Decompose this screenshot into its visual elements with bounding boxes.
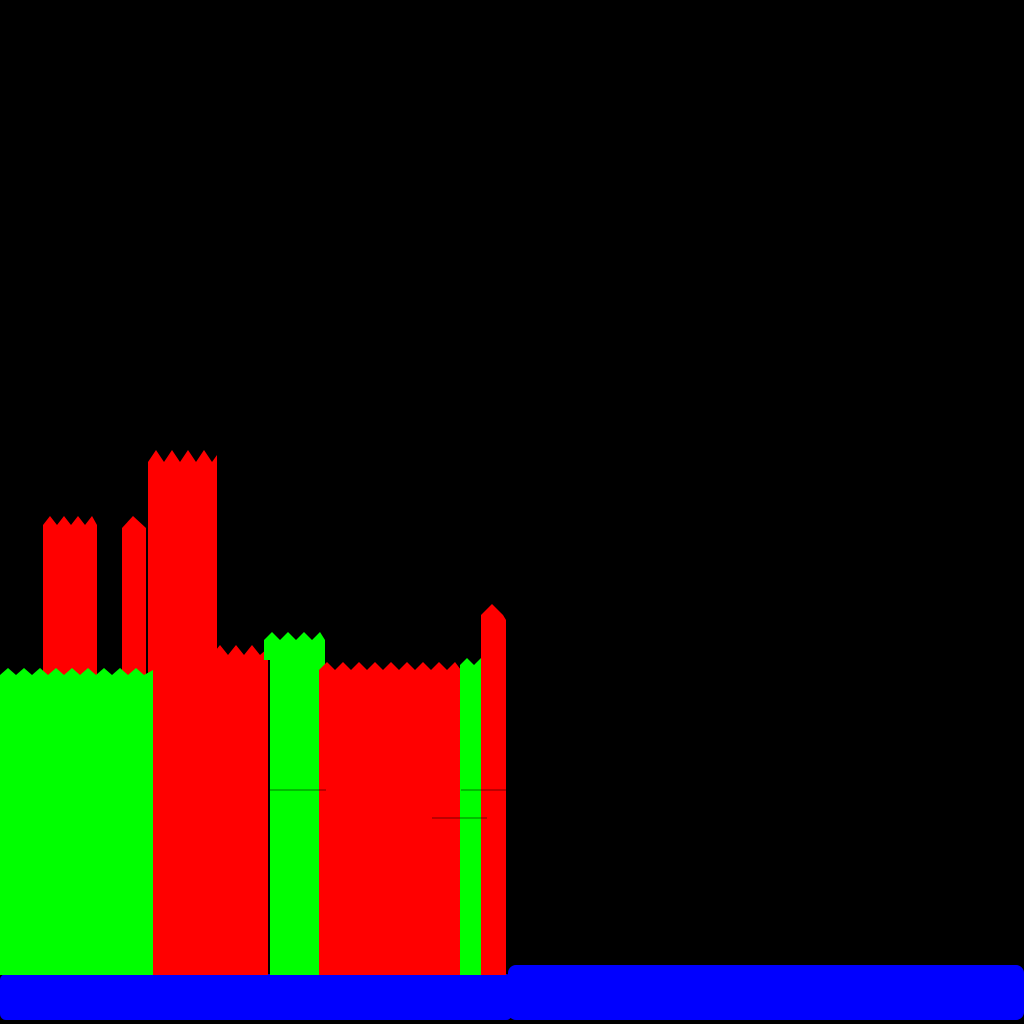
block-stack	[0, 450, 506, 975]
red-pillar-thin	[481, 604, 506, 975]
red-block-d	[212, 645, 268, 975]
green-block-left	[0, 668, 153, 975]
green-pillar-middle	[264, 632, 325, 975]
ground-right-segment	[508, 965, 1024, 1020]
red-pillar-a	[43, 516, 97, 680]
red-block-wide	[319, 662, 461, 975]
tile-seams	[268, 789, 506, 819]
ground	[0, 965, 1024, 1020]
green-pillar-narrow	[460, 658, 487, 975]
red-pillar-b	[122, 516, 146, 680]
ground-left-segment	[0, 974, 512, 1020]
red-pillar-c	[148, 450, 217, 975]
